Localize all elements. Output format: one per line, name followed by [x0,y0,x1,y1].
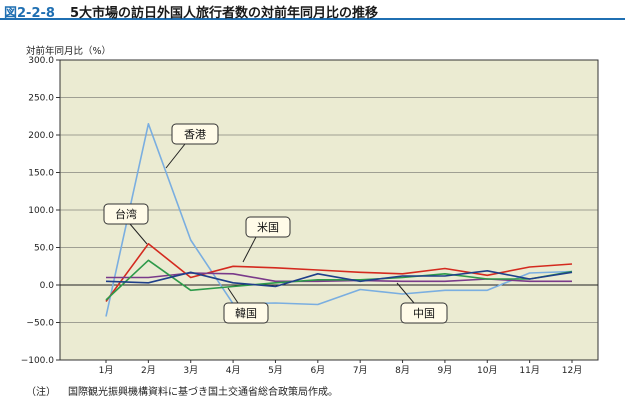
figure-header: 図2-2-8 5大市場の訪日外国人旅行者数の対前年同月比の推移 [0,0,625,21]
y-axis-label: 対前年同月比（%） [26,46,112,57]
x-tick-label: 11月 [519,365,539,376]
callout-leader [129,223,148,245]
series-line [105,259,573,301]
callout-box [171,123,219,145]
y-tick-label: 50.0 [34,244,54,254]
y-tick-label: −50.0 [26,319,54,329]
x-tick-label: 10月 [477,365,497,376]
series-label: 韓国 [235,307,257,320]
y-tick-label: 150.0 [28,169,54,179]
note-text: 国際観光振興機構資料に基づき国土交通省総合政策局作成。 [68,387,338,398]
callout-leader [242,236,257,263]
y-tick-label: 200.0 [28,131,54,141]
y-tick-label: 0.0 [40,281,55,291]
x-tick-label: 12月 [562,365,582,376]
callout-leader [165,143,186,169]
x-tick-label: 2月 [141,365,156,376]
x-tick-label: 6月 [310,365,325,376]
series-label: 中国 [413,307,435,320]
callout-box [103,203,149,225]
callout-box [223,302,269,324]
x-tick-label: 5月 [268,365,283,376]
x-tick-label: 7月 [353,365,368,376]
figure-title: 5大市場の訪日外国人旅行者数の対前年同月比の推移 [70,6,379,21]
callout-leader [227,287,239,304]
callout-leader [396,282,415,304]
x-tick-label: 9月 [438,365,453,376]
callout-box [400,302,448,324]
series-label: 台湾 [115,207,137,221]
x-tick-label: 8月 [395,365,410,376]
series-line [105,269,573,288]
y-tick-label: 300.0 [28,56,54,66]
x-tick-label: 1月 [99,365,114,376]
x-tick-label: 4月 [226,365,241,376]
series-label: 香港 [184,128,206,141]
callout-box [245,216,291,238]
series-line [105,123,573,317]
x-tick-label: 3月 [183,365,198,376]
source-note: （注） 国際観光振興機構資料に基づき国土交通省総合政策局作成。 [26,383,338,398]
series-line [105,243,573,302]
note-label: （注） [26,387,56,398]
y-tick-label: 250.0 [28,94,54,104]
series-label: 米国 [257,221,279,234]
y-tick-label: 100.0 [28,206,54,216]
figure-number: 図2-2-8 [4,6,55,21]
y-tick-label: −100.0 [21,356,55,366]
